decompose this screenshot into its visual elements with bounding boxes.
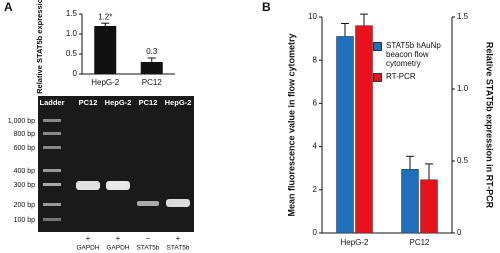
sign-label: +: [86, 234, 91, 243]
y2-tick-label: 1.5: [457, 12, 469, 21]
lane-label: PC12: [139, 98, 158, 107]
bar: [355, 25, 373, 234]
lane-label: HepG-2: [165, 98, 192, 107]
x-tick-label: HepG-2: [340, 238, 369, 247]
marker-label: 800 bp: [14, 131, 36, 138]
bar: [140, 62, 163, 74]
marker-label: 400 bp: [14, 168, 36, 175]
sign-label: −: [146, 234, 151, 243]
y2-tick-label: 1.0: [457, 84, 469, 93]
gene-label: STAT5b: [137, 245, 160, 252]
y-axis-title: Mean fluorescence value in flow cytometr…: [286, 33, 296, 216]
sign-label: +: [176, 234, 181, 243]
x-tick-label: HepG-2: [91, 78, 120, 87]
x-tick-label: PC12: [409, 238, 430, 247]
bar: [336, 36, 354, 234]
y-tick-label: 4: [313, 142, 318, 151]
lane-label: HepG-2: [105, 98, 132, 107]
sign-label: +: [116, 234, 121, 243]
marker-label: 200 bp: [14, 202, 36, 209]
y2-tick-label: 0.5: [457, 156, 469, 165]
marker-label: 600 bp: [14, 145, 36, 152]
bar: [401, 169, 419, 234]
y-tick-label: 1.5: [66, 9, 78, 18]
marker-label: 1,000 bp: [8, 118, 35, 125]
legend-swatch: [373, 73, 382, 82]
bar: [94, 26, 117, 74]
lane-label: Ladder: [39, 98, 64, 107]
y-tick-label: 0: [73, 69, 78, 78]
panel-label: A: [4, 0, 13, 14]
y-axis-title: Relative STAT5b expression: [35, 0, 44, 94]
gene-label: STAT5b: [167, 245, 190, 252]
gel-bands: [43, 119, 190, 221]
y2-tick-label: 0: [457, 228, 462, 237]
gel: [38, 96, 194, 232]
legend-label: STAT5b hAuNp beacon flow cytometry: [386, 41, 441, 68]
y-tick-label: 6: [313, 99, 318, 108]
x-tick-label: PC12: [142, 78, 163, 87]
y-tick-label: 2: [313, 185, 318, 194]
value-label: 1.2*: [98, 12, 112, 21]
bar: [420, 179, 438, 234]
gene-label: GAPDH: [106, 245, 129, 252]
legend: STAT5b hAuNp beacon flow cytometry RT-PCR: [373, 41, 463, 86]
y2-axis-title: Relative STAT5b expression in RT-PCR: [485, 42, 495, 209]
lane-label: PC12: [79, 98, 98, 107]
legend-label: RT-PCR: [386, 72, 416, 81]
legend-swatch: [373, 42, 382, 51]
y-tick-label: 0: [313, 228, 318, 237]
gene-label: GAPDH: [76, 245, 99, 252]
marker-label: 300 bp: [14, 182, 36, 189]
panel-label: B: [262, 0, 271, 14]
legend-item: STAT5b hAuNp beacon flow cytometry: [373, 41, 463, 68]
y-tick-label: 1.0: [66, 29, 78, 38]
y-tick-label: 8: [313, 55, 318, 64]
y-tick-label: 10: [308, 12, 317, 21]
legend-item: RT-PCR: [373, 72, 463, 82]
marker-label: 100 bp: [14, 217, 36, 224]
y-tick-label: 0.5: [66, 49, 78, 58]
value-label: 0.3: [146, 47, 158, 56]
